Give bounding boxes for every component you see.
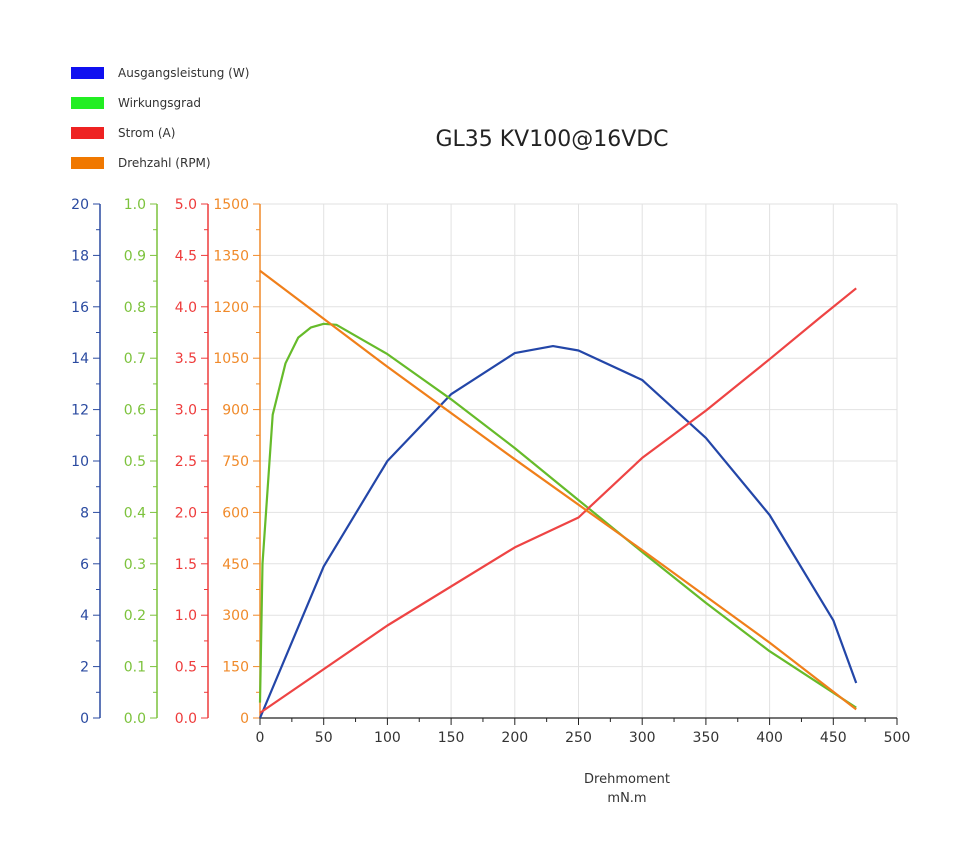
y-tick-label-eff: 0.2: [124, 608, 146, 624]
y-tick-label-eff: 0.8: [124, 300, 146, 316]
y-tick-label-current: 0.0: [175, 711, 197, 727]
y-tick-label-current: 3.5: [175, 351, 197, 367]
y-tick-label-power: 16: [71, 300, 89, 316]
y-tick-label-speed: 150: [222, 660, 249, 676]
x-axis-unit: mN.m: [607, 791, 646, 806]
y-tick-label-speed: 1500: [213, 197, 249, 213]
x-tick-label: 200: [501, 730, 528, 746]
legend-swatch-eff: [71, 97, 104, 109]
y-tick-label-speed: 1350: [213, 248, 249, 264]
x-tick-label: 100: [374, 730, 401, 746]
x-tick-label: 150: [438, 730, 465, 746]
legend-swatch-power: [71, 67, 104, 79]
y-tick-label-eff: 0.7: [124, 351, 146, 367]
legend-swatch-speed: [71, 157, 104, 169]
y-tick-label-speed: 0: [240, 711, 249, 727]
y-tick-label-power: 8: [80, 505, 89, 521]
chart-title: GL35 KV100@16VDC: [435, 127, 668, 152]
series-line-eff: [258, 322, 857, 709]
y-tick-label-current: 5.0: [175, 197, 197, 213]
y-tick-label-speed: 600: [222, 505, 249, 521]
y-tick-label-eff: 0.3: [124, 557, 146, 573]
y-tick-label-current: 2.5: [175, 454, 197, 470]
legend-label-power: Ausgangsleistung (W): [118, 66, 249, 80]
legend-label-eff: Wirkungsgrad: [118, 96, 201, 110]
y-tick-label-power: 4: [80, 608, 89, 624]
legend-label-speed: Drehzahl (RPM): [118, 156, 211, 170]
y-tick-label-current: 4.0: [175, 300, 197, 316]
y-tick-label-eff: 0.9: [124, 248, 146, 264]
x-tick-label: 50: [315, 730, 333, 746]
series-line-power: [258, 345, 858, 719]
y-tick-label-eff: 0.4: [124, 505, 146, 521]
y-tick-label-power: 6: [80, 557, 89, 573]
x-tick-label: 0: [256, 730, 265, 746]
x-tick-label: 500: [884, 730, 911, 746]
x-tick-label: 400: [756, 730, 783, 746]
x-tick-label: 350: [693, 730, 720, 746]
y-tick-label-current: 2.0: [175, 505, 197, 521]
y-tick-label-speed: 900: [222, 403, 249, 419]
y-tick-label-power: 2: [80, 660, 89, 676]
x-axis-label: Drehmoment: [584, 772, 670, 787]
y-tick-label-current: 1.5: [175, 557, 197, 573]
legend-swatch-current: [71, 127, 104, 139]
y-tick-label-power: 20: [71, 197, 89, 213]
y-tick-label-eff: 0.1: [124, 660, 146, 676]
y-tick-label-speed: 450: [222, 557, 249, 573]
y-tick-label-eff: 0.0: [124, 711, 146, 727]
y-tick-label-speed: 1050: [213, 351, 249, 367]
series-line-speed: [259, 269, 857, 711]
y-tick-label-speed: 300: [222, 608, 249, 624]
y-tick-label-power: 14: [71, 351, 89, 367]
y-tick-label-current: 0.5: [175, 660, 197, 676]
x-tick-label: 300: [629, 730, 656, 746]
y-tick-label-eff: 1.0: [124, 197, 146, 213]
y-tick-label-power: 12: [71, 403, 89, 419]
y-tick-label-current: 3.0: [175, 403, 197, 419]
y-tick-label-eff: 0.5: [124, 454, 146, 470]
y-tick-label-power: 0: [80, 711, 89, 727]
y-tick-label-current: 4.5: [175, 248, 197, 264]
legend-label-current: Strom (A): [118, 126, 175, 140]
y-tick-label-speed: 750: [222, 454, 249, 470]
series-line-current: [259, 287, 857, 714]
y-tick-label-power: 10: [71, 454, 89, 470]
x-tick-label: 450: [820, 730, 847, 746]
y-tick-label-eff: 0.6: [124, 403, 146, 419]
x-tick-label: 250: [565, 730, 592, 746]
y-tick-label-current: 1.0: [175, 608, 197, 624]
y-tick-label-speed: 1200: [213, 300, 249, 316]
y-tick-label-power: 18: [71, 248, 89, 264]
